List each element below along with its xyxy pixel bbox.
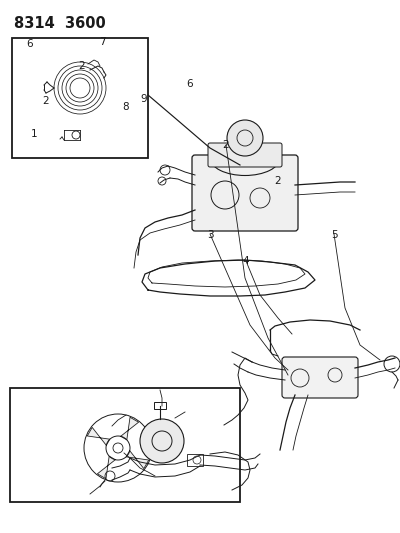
Text: 5: 5 bbox=[331, 230, 337, 239]
Text: 2: 2 bbox=[43, 96, 49, 106]
Text: 9: 9 bbox=[141, 94, 147, 103]
Text: 1: 1 bbox=[31, 130, 37, 139]
Text: 3: 3 bbox=[207, 230, 213, 239]
Polygon shape bbox=[87, 427, 110, 446]
Text: 6: 6 bbox=[27, 39, 33, 49]
Text: 2: 2 bbox=[275, 176, 281, 186]
Bar bbox=[154, 402, 166, 409]
Bar bbox=[12, 38, 148, 158]
Polygon shape bbox=[121, 417, 138, 440]
Polygon shape bbox=[126, 451, 149, 469]
Bar bbox=[10, 388, 240, 502]
Text: 7: 7 bbox=[99, 37, 105, 46]
Text: 6: 6 bbox=[187, 79, 193, 88]
Text: 4: 4 bbox=[243, 256, 249, 266]
Bar bbox=[187, 454, 203, 466]
Text: 8314  3600: 8314 3600 bbox=[14, 16, 106, 31]
Text: 2: 2 bbox=[223, 140, 229, 150]
Text: 2: 2 bbox=[79, 61, 85, 71]
Circle shape bbox=[227, 120, 263, 156]
FancyBboxPatch shape bbox=[208, 143, 282, 167]
Polygon shape bbox=[98, 456, 115, 479]
Circle shape bbox=[140, 419, 184, 463]
Text: 8: 8 bbox=[123, 102, 129, 111]
FancyBboxPatch shape bbox=[192, 155, 298, 231]
FancyBboxPatch shape bbox=[282, 357, 358, 398]
